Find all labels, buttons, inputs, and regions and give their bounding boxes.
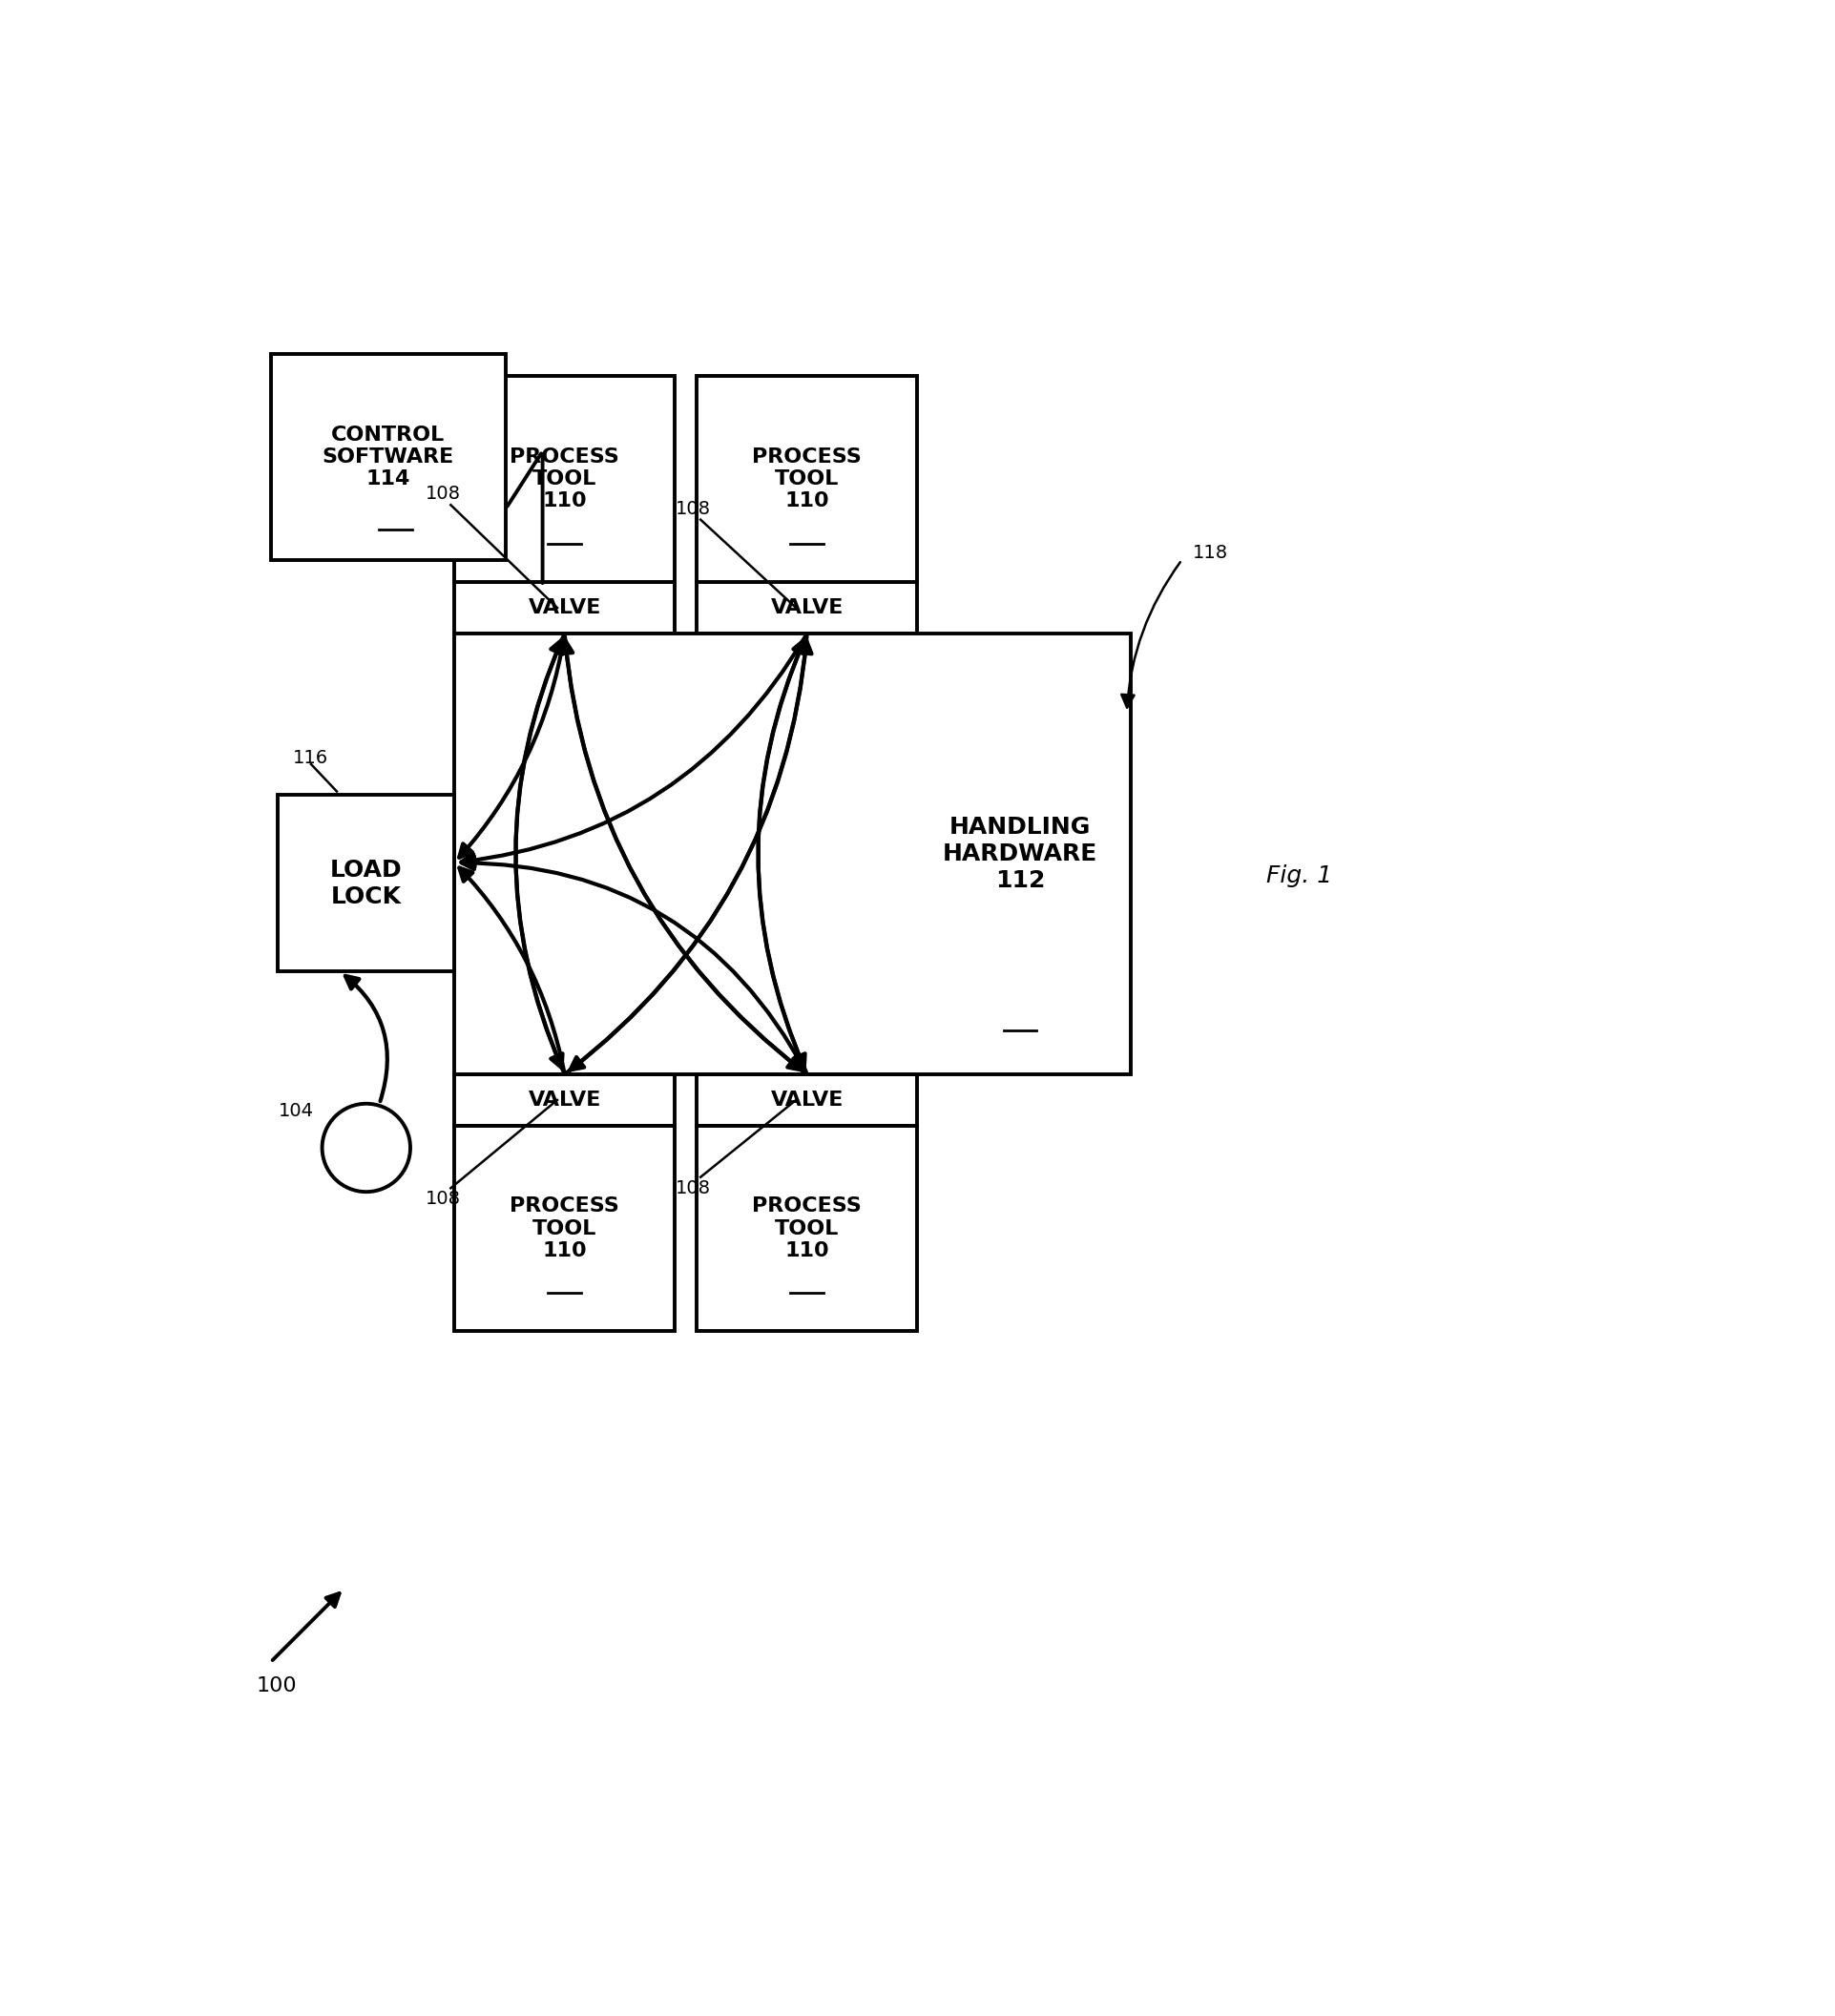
Text: 116: 116 — [294, 750, 328, 768]
Text: VALVE: VALVE — [771, 599, 844, 617]
Bar — [455, 583, 675, 633]
Text: 118: 118 — [1193, 544, 1228, 562]
Bar — [455, 633, 1130, 1075]
Text: HANDLING
HARDWARE
112: HANDLING HARDWARE 112 — [943, 816, 1097, 891]
FancyArrowPatch shape — [565, 637, 802, 1070]
Bar — [455, 1075, 675, 1125]
Bar — [455, 377, 675, 583]
FancyArrowPatch shape — [461, 857, 806, 1073]
Text: 108: 108 — [675, 500, 710, 518]
Text: 108: 108 — [426, 1189, 461, 1208]
Text: 100: 100 — [257, 1677, 297, 1695]
Bar — [455, 1125, 675, 1331]
Text: VALVE: VALVE — [771, 1091, 844, 1109]
Bar — [697, 377, 918, 583]
Bar — [272, 355, 506, 560]
Text: PROCESS
TOOL
110: PROCESS TOOL 110 — [510, 448, 620, 510]
FancyArrowPatch shape — [758, 639, 806, 1073]
FancyArrowPatch shape — [459, 867, 563, 1073]
FancyArrowPatch shape — [571, 637, 807, 1070]
FancyArrowPatch shape — [567, 641, 811, 1073]
Text: PROCESS
TOOL
110: PROCESS TOOL 110 — [752, 1198, 862, 1260]
Bar — [697, 583, 918, 633]
FancyArrowPatch shape — [560, 641, 806, 1073]
Text: VALVE: VALVE — [528, 599, 602, 617]
Text: PROCESS
TOOL
110: PROCESS TOOL 110 — [510, 1198, 620, 1260]
FancyArrowPatch shape — [345, 976, 387, 1101]
Text: PROCESS
TOOL
110: PROCESS TOOL 110 — [752, 448, 862, 510]
Bar — [697, 1125, 918, 1331]
Text: 108: 108 — [426, 484, 461, 502]
Text: VALVE: VALVE — [528, 1091, 602, 1109]
FancyArrowPatch shape — [516, 639, 563, 1073]
Text: CONTROL
SOFTWARE
114: CONTROL SOFTWARE 114 — [323, 425, 455, 488]
Text: 108: 108 — [675, 1179, 710, 1198]
Circle shape — [323, 1103, 411, 1191]
Text: 104: 104 — [279, 1103, 314, 1121]
Text: Fig. 1: Fig. 1 — [1266, 865, 1332, 887]
Bar — [697, 1075, 918, 1125]
FancyArrowPatch shape — [459, 637, 563, 857]
Text: LOAD
LOCK: LOAD LOCK — [330, 859, 402, 907]
FancyArrowPatch shape — [516, 635, 563, 1068]
Bar — [279, 794, 455, 972]
FancyArrowPatch shape — [758, 635, 806, 1068]
FancyArrowPatch shape — [461, 635, 806, 867]
